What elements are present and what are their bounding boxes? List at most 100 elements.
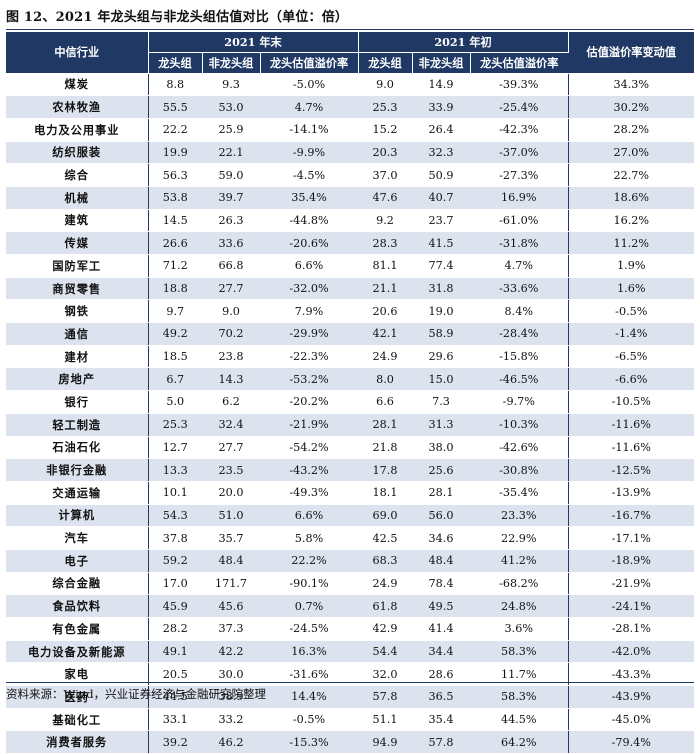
cell-premium-change: 11.2% [567,231,695,255]
cell-start-nonleader: 41.5 [412,231,471,255]
cell-industry: 建材 [6,345,149,369]
cell-end-nonleader: 9.3 [202,73,260,97]
cell-end-leader: 10.1 [148,481,202,505]
cell-start-nonleader: 14.9 [412,73,471,97]
cell-end-premium: -49.3% [260,481,359,505]
cell-premium-change: 28.2% [567,118,695,142]
cell-end-leader: 12.7 [148,436,202,460]
cell-start-premium: -42.3% [470,118,569,142]
cell-premium-change: 1.6% [567,277,695,301]
cell-industry: 国防军工 [6,254,149,278]
cell-start-premium: -31.8% [470,231,569,255]
cell-start-nonleader: 77.4 [412,254,471,278]
cell-start-nonleader: 49.5 [412,594,471,618]
cell-end-leader: 49.2 [148,322,202,346]
cell-end-premium: -90.1% [260,572,359,596]
cell-start-premium: 11.7% [470,662,569,687]
cell-start-nonleader: 34.4 [412,640,471,664]
cell-end-premium: 14.4% [260,685,359,709]
cell-end-leader: 33.1 [148,708,202,732]
table-row: 轻工制造 25.3 32.4 -21.9% 28.1 31.3 -10.3% -11.6% [6,413,695,437]
cell-start-leader: 54.4 [358,640,413,664]
cell-start-leader: 57.8 [358,685,413,709]
cell-end-nonleader: 20.0 [202,481,260,505]
cell-end-premium: -24.5% [260,617,359,641]
cell-industry: 综合金融 [6,572,149,596]
cell-start-premium: 44.5% [470,708,569,732]
cell-start-premium: -25.4% [470,95,569,119]
cell-industry: 商贸零售 [6,277,149,301]
header-start-nonleader: 非龙头组 [412,52,471,73]
cell-start-nonleader: 29.6 [412,345,471,369]
cell-end-premium: -22.3% [260,345,359,369]
cell-industry: 非银行金融 [6,458,149,482]
cell-end-leader: 13.3 [148,458,202,482]
cell-start-premium: -15.8% [470,345,569,369]
cell-start-leader: 21.8 [358,436,413,460]
cell-premium-change: -11.6% [567,436,695,460]
cell-premium-change: -42.0% [567,640,695,664]
cell-end-nonleader: 51.0 [202,504,260,528]
cell-industry: 基础化工 [6,708,149,732]
cell-end-leader: 26.6 [148,231,202,255]
table-row: 商贸零售 18.8 27.7 -32.0% 21.1 31.8 -33.6% 1.6% [6,277,695,301]
cell-end-leader: 49.1 [148,640,202,664]
table-row: 纺织服装 19.9 22.1 -9.9% 20.3 32.3 -37.0% 27.0% [6,141,695,165]
cell-start-premium: 8.4% [470,299,569,324]
cell-end-nonleader: 171.7 [202,572,260,596]
cell-end-premium: 4.7% [260,95,359,119]
cell-end-premium: 0.7% [260,594,359,618]
cell-end-premium: -21.9% [260,413,359,437]
cell-premium-change: 16.2% [567,209,695,233]
cell-end-leader: 6.7 [148,367,202,392]
cell-end-premium: -4.5% [260,163,359,187]
cell-premium-change: -43.9% [567,685,695,709]
cell-industry: 钢铁 [6,299,149,324]
cell-end-premium: -14.1% [260,118,359,142]
cell-end-leader: 5.0 [148,390,202,414]
cell-start-nonleader: 35.4 [412,708,471,732]
cell-start-premium: 3.6% [470,617,569,641]
cell-end-premium: -32.0% [260,277,359,301]
table-row: 医药 44.5 38.9 14.4% 57.8 36.5 58.3% -43.9% [6,685,695,709]
cell-start-leader: 61.8 [358,594,413,618]
cell-end-nonleader: 23.5 [202,458,260,482]
cell-end-leader: 59.2 [148,549,202,573]
cell-premium-change: -12.5% [567,458,695,482]
cell-premium-change: 1.9% [567,254,695,278]
cell-end-premium: -43.2% [260,458,359,482]
cell-premium-change: -6.5% [567,345,695,369]
cell-start-premium: -61.0% [470,209,569,233]
cell-start-nonleader: 36.5 [412,685,471,709]
table-row: 综合 56.3 59.0 -4.5% 37.0 50.9 -27.3% 22.7% [6,163,695,187]
cell-end-premium: 16.3% [260,640,359,664]
cell-industry: 通信 [6,322,149,346]
table-row: 基础化工 33.1 33.2 -0.5% 51.1 35.4 44.5% -45.0% [6,708,695,732]
cell-end-nonleader: 53.0 [202,95,260,119]
cell-start-premium: 4.7% [470,254,569,278]
cell-end-nonleader: 27.7 [202,436,260,460]
header-industry: 中信行业 [6,32,149,74]
cell-start-leader: 94.9 [358,730,413,754]
cell-start-nonleader: 48.4 [412,549,471,573]
cell-end-leader: 54.3 [148,504,202,528]
cell-end-nonleader: 37.3 [202,617,260,641]
cell-industry: 传媒 [6,231,149,255]
cell-premium-change: -1.4% [567,322,695,346]
cell-start-premium: 41.2% [470,549,569,573]
cell-start-nonleader: 26.4 [412,118,471,142]
cell-start-nonleader: 32.3 [412,141,471,165]
cell-start-premium: 24.8% [470,594,569,618]
cell-start-nonleader: 40.7 [412,186,471,210]
cell-start-nonleader: 28.6 [412,662,471,687]
cell-premium-change: -45.0% [567,708,695,732]
cell-start-leader: 51.1 [358,708,413,732]
cell-start-nonleader: 38.0 [412,436,471,460]
cell-premium-change: -79.4% [567,730,695,754]
cell-end-premium: -29.9% [260,322,359,346]
cell-end-nonleader: 66.8 [202,254,260,278]
cell-end-leader: 55.5 [148,95,202,119]
cell-start-nonleader: 23.7 [412,209,471,233]
table-row: 综合金融 17.0 171.7 -90.1% 24.9 78.4 -68.2% -21.9% [6,572,695,596]
cell-industry: 电力及公用事业 [6,118,149,142]
